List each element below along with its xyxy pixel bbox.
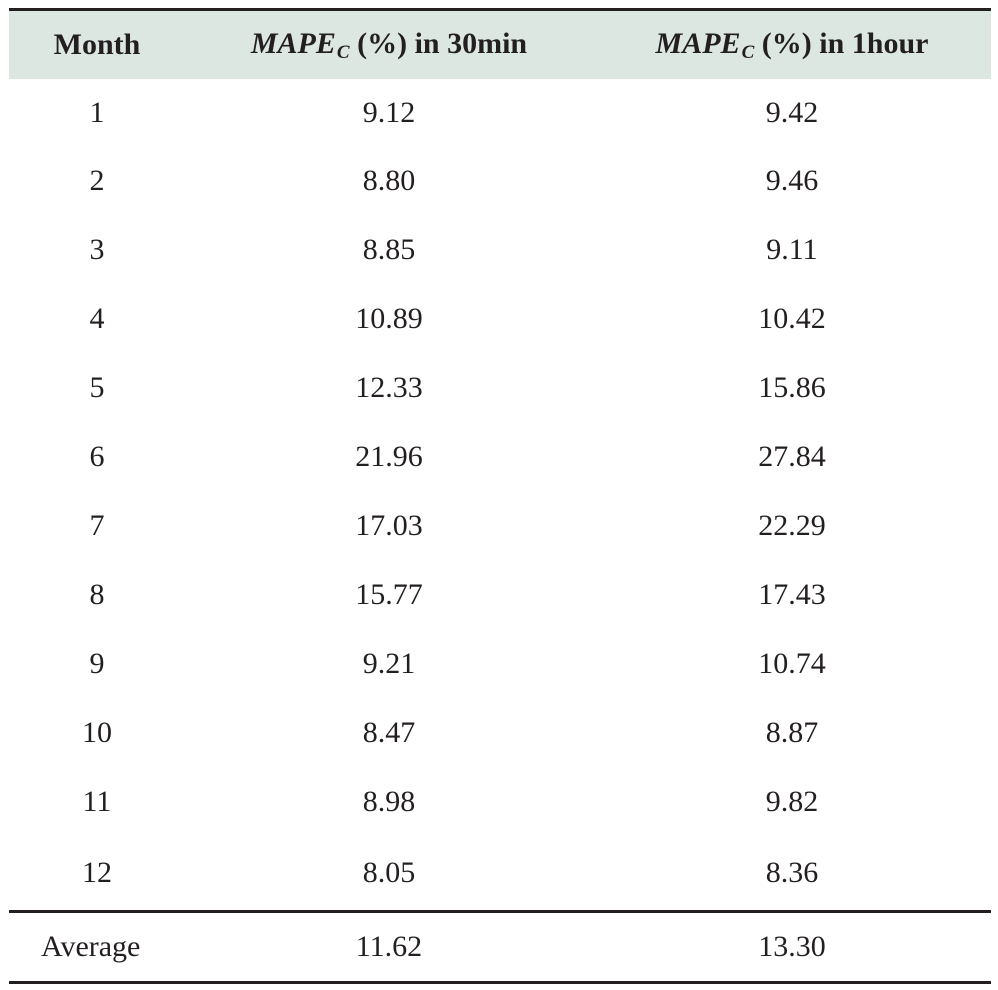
header-month: Month	[53, 28, 141, 61]
month-cell: 4	[89, 301, 105, 335]
average-1hour: 13.30	[758, 930, 826, 963]
month-cell: 8	[89, 577, 105, 611]
mape-30min-cell: 17.03	[355, 508, 423, 542]
mape-1hour-cell: 8.87	[765, 715, 819, 749]
mape-30min-cell: 8.85	[362, 232, 416, 266]
table-row: 4 10.89 10.42	[9, 284, 991, 353]
month-cell: 11	[82, 784, 112, 818]
average-label: Average	[41, 930, 141, 963]
month-cell: 5	[89, 370, 105, 404]
table-row: 9 9.21 10.74	[9, 629, 991, 698]
table-row: 6 21.96 27.84	[9, 422, 991, 491]
mape-1hour-cell: 9.11	[766, 232, 818, 266]
header-mape-1hour-symbol: MAPE	[655, 26, 741, 60]
average-row: Average 11.62 13.30	[9, 913, 991, 981]
average-rule	[9, 910, 991, 913]
table-body: 1 9.12 9.42 2 8.80 9.46 3 8.85 9.11 4 10.89 10.42 5 1…	[9, 79, 991, 910]
mape-30min-cell: 8.05	[362, 856, 416, 889]
table-header: Month MAPEC (%) in 30min MAPEC (%) in 1h…	[9, 11, 991, 79]
table-row: 7 17.03 22.29	[9, 491, 991, 560]
mape-30min-cell: 9.21	[362, 646, 416, 680]
mape-1hour-cell: 17.43	[758, 577, 826, 611]
header-mape-1hour-subscript: C	[741, 41, 755, 63]
month-cell: 2	[89, 163, 105, 197]
mape-30min-cell: 12.33	[355, 370, 423, 404]
month-cell: 6	[89, 439, 105, 473]
table-row: 2 8.80 9.46	[9, 146, 991, 215]
mape-table: Month MAPEC (%) in 30min MAPEC (%) in 1h…	[9, 8, 991, 984]
table-row: 5 12.33 15.86	[9, 353, 991, 422]
header-mape-30min-symbol: MAPE	[250, 26, 336, 60]
header-mape-1hour: MAPEC (%) in 1hour	[593, 27, 991, 64]
table-row: 11 8.98 9.82	[9, 767, 991, 836]
mape-30min-cell: 8.47	[362, 715, 416, 749]
month-cell: 7	[89, 508, 105, 542]
header-mape-1hour-rest: (%) in 1hour	[754, 26, 929, 60]
mape-1hour-cell: 22.29	[758, 508, 826, 542]
bottom-rule	[9, 981, 991, 984]
top-rule	[9, 8, 991, 11]
month-cell: 3	[89, 232, 105, 266]
table-row: 3 8.85 9.11	[9, 215, 991, 284]
mape-1hour-cell: 9.82	[765, 784, 819, 818]
header-mape-30min-rest: (%) in 30min	[349, 26, 528, 60]
mape-1hour-cell: 8.36	[765, 856, 819, 889]
table-row: 1 9.12 9.42	[9, 79, 991, 146]
table-row: 10 8.47 8.87	[9, 698, 991, 767]
mape-30min-cell: 21.96	[355, 439, 423, 473]
mape-30min-cell: 10.89	[355, 301, 423, 335]
header-mape-30min-subscript: C	[336, 41, 350, 63]
mape-1hour-cell: 10.42	[758, 301, 826, 335]
mape-1hour-cell: 9.46	[765, 163, 819, 197]
month-cell: 10	[82, 715, 112, 749]
table-row: 12 8.05 8.36	[9, 836, 991, 910]
mape-30min-cell: 8.80	[362, 163, 416, 197]
mape-1hour-cell: 10.74	[758, 646, 826, 680]
month-cell: 12	[82, 856, 112, 889]
mape-30min-cell: 9.12	[362, 95, 416, 129]
mape-30min-cell: 15.77	[355, 577, 423, 611]
mape-1hour-cell: 9.42	[765, 95, 819, 129]
mape-30min-cell: 8.98	[362, 784, 416, 818]
month-cell: 1	[89, 95, 105, 129]
header-mape-30min: MAPEC (%) in 30min	[185, 27, 593, 64]
average-30min: 11.62	[355, 930, 423, 963]
mape-1hour-cell: 15.86	[758, 370, 826, 404]
mape-1hour-cell: 27.84	[758, 439, 826, 473]
table-row: 8 15.77 17.43	[9, 560, 991, 629]
month-cell: 9	[89, 646, 105, 680]
